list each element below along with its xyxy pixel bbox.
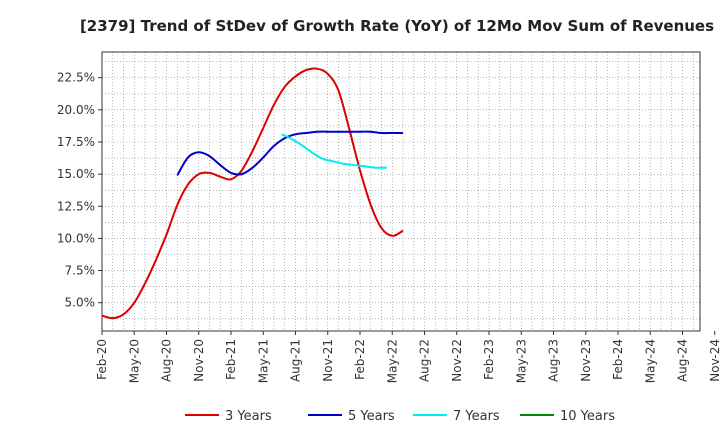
y-tick-label: 22.5% xyxy=(57,71,95,85)
legend-label: 3 Years xyxy=(225,409,272,424)
x-tick-label: May-24 xyxy=(643,339,657,383)
x-tick-label: May-23 xyxy=(514,339,528,383)
x-tick-label: Aug-21 xyxy=(289,339,303,382)
grid xyxy=(102,52,700,331)
y-tick-label: 17.5% xyxy=(57,135,95,149)
plot-frame xyxy=(101,51,701,332)
x-tick-label: Feb-20 xyxy=(95,339,109,380)
x-tick-label: Feb-22 xyxy=(353,339,367,380)
x-tick-label: Nov-20 xyxy=(192,339,206,382)
x-tick-label: Feb-21 xyxy=(224,339,238,380)
x-tick-label: Feb-23 xyxy=(482,339,496,380)
x-tick-label: Feb-24 xyxy=(611,339,625,380)
series-line-3-years xyxy=(101,67,404,320)
legend-label: 10 Years xyxy=(560,409,615,424)
x-axis: Feb-20 May-20 Aug-20 Nov-20 Feb-21 May-21 Aug-… xyxy=(95,331,720,383)
y-tick-label: 12.5% xyxy=(57,199,95,213)
y-axis: 5.0% 7.5% 10.0% 12.5% 15.0% 17.5% 20.0% 22.5% xyxy=(57,71,102,310)
series-line-7-years xyxy=(281,133,387,169)
x-tick-label: Aug-23 xyxy=(547,339,561,382)
x-tick-label: Aug-22 xyxy=(418,339,432,382)
series-line-5-years xyxy=(176,130,403,176)
y-tick-label: 5.0% xyxy=(65,296,96,310)
x-tick-label: Aug-20 xyxy=(160,339,174,382)
y-tick-label: 7.5% xyxy=(65,264,96,278)
x-tick-label: May-20 xyxy=(127,339,141,383)
x-tick-label: Nov-22 xyxy=(450,339,464,382)
x-tick-label: Aug-24 xyxy=(676,339,690,382)
legend-label: 5 Years xyxy=(348,409,395,424)
x-tick-label: Nov-21 xyxy=(321,339,335,382)
series-lines xyxy=(101,67,404,320)
x-tick-label: Nov-24 xyxy=(708,339,720,382)
y-tick-label: 20.0% xyxy=(57,103,95,117)
legend: 3 Years 5 Years 7 Years 10 Years xyxy=(185,409,615,424)
x-tick-label: May-22 xyxy=(385,339,399,383)
legend-label: 7 Years xyxy=(453,409,500,424)
y-tick-label: 15.0% xyxy=(57,167,95,181)
y-tick-label: 10.0% xyxy=(57,231,95,245)
chart-title: [2379] Trend of StDev of Growth Rate (Yo… xyxy=(80,17,714,35)
x-tick-label: May-21 xyxy=(256,339,270,383)
x-tick-label: Nov-23 xyxy=(579,339,593,382)
